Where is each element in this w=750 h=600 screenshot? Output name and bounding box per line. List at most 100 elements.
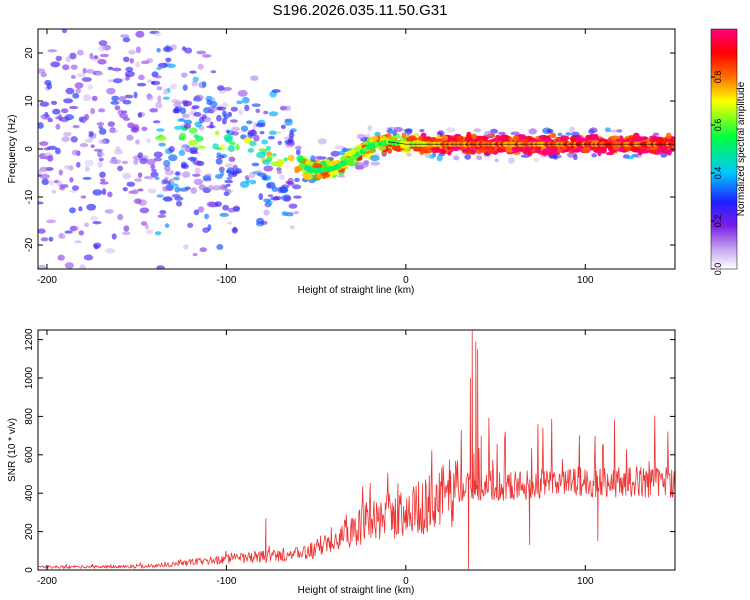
- spectrogram-cell: [127, 122, 135, 129]
- spectrogram-cell: [125, 66, 134, 72]
- spectrogram-cell: [75, 88, 81, 94]
- spectrogram-cell: [156, 194, 164, 198]
- spectrogram-cell: [257, 169, 262, 174]
- x-tick-label: -200: [37, 275, 57, 286]
- spectrogram-cell: [571, 131, 580, 137]
- spectrogram-ylabel: Frequency (Hz): [7, 115, 18, 184]
- spectrogram-cell: [204, 213, 210, 220]
- spectrogram-cell: [93, 55, 98, 59]
- spectrogram-cell: [89, 132, 94, 137]
- y-tick-label: 200: [24, 523, 35, 540]
- spectrogram-cell: [249, 141, 257, 147]
- spectrogram-cell: [47, 49, 58, 53]
- spectrogram-cell: [292, 184, 302, 190]
- spectrogram-cell: [194, 94, 204, 101]
- colorbar-tick-label: 0.2: [713, 215, 723, 228]
- spectrogram-cell: [46, 83, 52, 90]
- spectrogram-cell: [250, 75, 259, 81]
- spectrogram-cell: [355, 162, 364, 168]
- spectrogram-cell: [65, 56, 71, 63]
- spectrogram-cell: [198, 184, 206, 191]
- spectrogram-cell: [51, 189, 57, 194]
- spectrogram-cell: [118, 96, 126, 102]
- spectrogram-cell: [153, 157, 162, 162]
- spectrogram-cell: [123, 225, 130, 232]
- spectrogram-cell: [210, 70, 217, 74]
- y-tick-label: 1200: [24, 328, 35, 351]
- spectrogram-cell: [219, 212, 229, 217]
- spectrogram-cell: [99, 128, 107, 135]
- spectrogram-cell: [76, 73, 86, 78]
- spectrogram-cell: [154, 32, 162, 37]
- spectrogram-cell: [550, 147, 557, 151]
- spectrogram-cell: [289, 225, 295, 230]
- spectrogram-cell: [158, 135, 167, 141]
- snr-xlabel: Height of straight line (km): [298, 585, 415, 596]
- spectrogram-cell: [163, 159, 171, 167]
- spectrogram-cell: [663, 149, 670, 153]
- spectrogram-cell: [374, 131, 381, 137]
- spectrogram-cell: [276, 167, 282, 171]
- spectrogram-cell: [216, 106, 227, 111]
- spectrogram-cell: [260, 220, 268, 225]
- spectrogram-cell: [89, 52, 94, 60]
- spectrogram-cell: [194, 121, 202, 128]
- spectrogram-cell: [281, 211, 288, 217]
- spectrogram-cell: [436, 134, 441, 139]
- spectrogram-cell: [227, 221, 233, 225]
- spectrogram-cell: [133, 159, 139, 165]
- spectrogram-cell: [326, 159, 331, 166]
- spectrogram-cell: [184, 47, 193, 54]
- spectrogram-cell: [159, 210, 167, 215]
- spectrogram-cell: [192, 160, 202, 166]
- spectrogram-cell: [193, 209, 200, 216]
- y-tick-label: -10: [24, 189, 35, 204]
- spectrogram-cell: [98, 157, 104, 162]
- spectrogram-cell: [227, 172, 238, 178]
- spectrogram-cell: [157, 62, 168, 69]
- spectrogram-cell: [247, 148, 255, 153]
- spectrogram-cell: [216, 155, 225, 159]
- spectrogram-cell: [40, 237, 49, 242]
- spectrogram-cell: [181, 113, 190, 119]
- spectrogram-cell: [271, 89, 281, 93]
- spectrogram-cell: [419, 129, 425, 133]
- spectrogram-cell: [565, 132, 572, 136]
- spectrogram-cell: [255, 122, 266, 128]
- spectrogram-cell: [476, 155, 483, 160]
- spectrogram-cell: [47, 117, 53, 123]
- spectrogram-cell: [182, 84, 188, 91]
- spectrogram-cell: [277, 140, 282, 146]
- spectrogram-cell: [201, 114, 207, 120]
- spectrogram-cell: [246, 120, 253, 125]
- spectrogram-cell: [174, 125, 183, 130]
- spectrogram-cell: [183, 100, 193, 107]
- y-tick-label: 400: [24, 484, 35, 501]
- spectrogram-cell: [76, 161, 81, 168]
- spectrogram-cell: [121, 110, 128, 114]
- spectrogram-cell: [178, 149, 186, 156]
- spectrogram-cell: [120, 34, 130, 38]
- spectrogram-cell: [163, 165, 171, 172]
- spectrogram-cell: [156, 47, 161, 53]
- spectrogram-cell: [87, 84, 93, 90]
- spectrogram-cell: [99, 171, 106, 178]
- spectrogram-cell: [212, 185, 222, 191]
- snr-y-ticks: 0 200 400 600 800 1000 1200: [24, 328, 675, 573]
- spectrogram-cell: [60, 108, 69, 114]
- spectrogram-cell: [456, 135, 463, 142]
- spectrogram-cell: [283, 157, 288, 162]
- spectrogram-cell: [55, 55, 62, 62]
- spectrogram-cell: [86, 203, 97, 211]
- spectrogram-cell: [39, 173, 50, 180]
- spectrogram-cell: [108, 79, 115, 83]
- spectrogram-cell: [240, 125, 249, 132]
- spectrogram-cell: [361, 161, 369, 168]
- spectrogram-cell: [130, 126, 140, 133]
- figure-title: S196.2026.035.11.50.G31: [273, 2, 448, 19]
- spectrogram-cell: [90, 216, 99, 221]
- spectrogram-cell: [153, 151, 163, 158]
- spectrogram-cell: [69, 177, 74, 183]
- spectrogram-cell: [235, 168, 242, 172]
- spectrogram-cell: [533, 157, 540, 163]
